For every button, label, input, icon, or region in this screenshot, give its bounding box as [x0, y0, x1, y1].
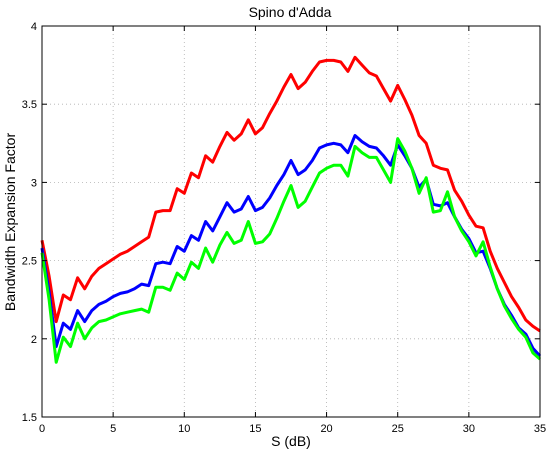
y-tick-label: 2	[31, 334, 37, 346]
x-tick-label: 5	[110, 423, 116, 435]
x-tick-label: 35	[534, 423, 546, 435]
plot-frame	[41, 25, 541, 418]
chart-title: Spino d'Adda	[249, 4, 332, 20]
y-axis-label: Bandwidth Expansion Factor	[2, 133, 18, 312]
x-tick-label: 30	[463, 423, 475, 435]
x-tick-label: 0	[39, 423, 45, 435]
series-line-2	[40, 137, 541, 364]
y-tick-label: 4	[31, 21, 37, 33]
x-tick-label: 20	[320, 423, 332, 435]
x-tick-label: 10	[178, 423, 190, 435]
y-tick-label: 1.5	[22, 412, 37, 424]
x-tick-label: 15	[249, 423, 261, 435]
x-axis-label: S (dB)	[271, 433, 311, 449]
series-layer	[40, 55, 542, 364]
x-tick-label: 25	[392, 423, 404, 435]
y-tick-label: 2.5	[22, 256, 37, 268]
y-tick-label: 3.5	[22, 99, 37, 111]
series-line-0	[40, 55, 541, 333]
axis-ticks: 0 5 10 15 20 25 30 35 1.5 2 2.5 3 3.5 4	[22, 21, 546, 435]
y-tick-label: 3	[31, 177, 37, 189]
